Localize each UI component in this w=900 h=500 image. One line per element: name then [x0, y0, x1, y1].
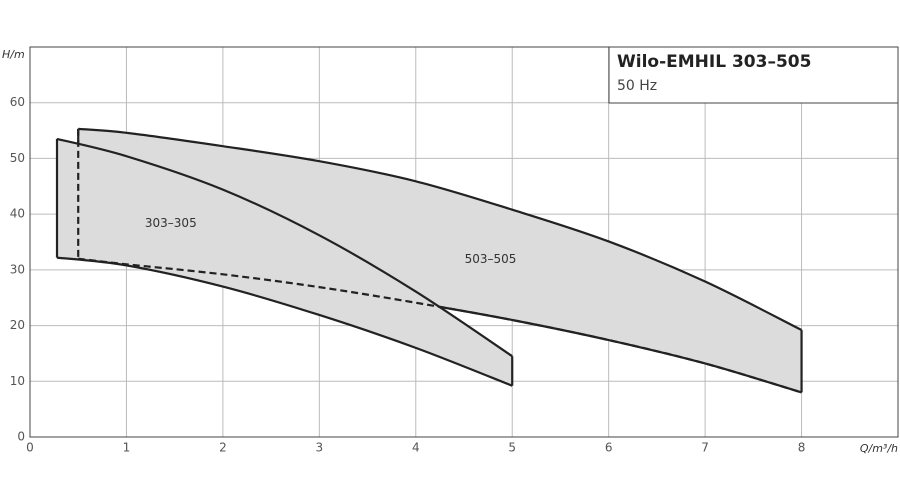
- y-axis-label: H/m: [2, 48, 25, 61]
- x-tick-label: 0: [26, 441, 34, 455]
- upper-curve: [78, 127, 803, 332]
- chart-subtitle: 50 Hz: [617, 78, 657, 94]
- y-tick-label: 0: [17, 430, 25, 444]
- lower-curve-solid: [78, 257, 802, 394]
- x-tick-label: 6: [605, 441, 613, 455]
- x-tick-label: 2: [219, 441, 227, 455]
- y-tick-label: 20: [10, 318, 25, 332]
- x-tick-label: 1: [123, 441, 131, 455]
- range-fill: [78, 128, 802, 393]
- x-tick-label: 7: [701, 441, 709, 455]
- x-tick-label: 4: [412, 441, 420, 455]
- series-label: 503–505: [465, 252, 517, 266]
- upper-curve: [56, 137, 513, 358]
- x-axis-label: Q/m³/h: [860, 442, 898, 455]
- y-tick-label: 50: [10, 151, 25, 165]
- x-tick-label: 8: [798, 441, 806, 455]
- title-box: [608, 46, 899, 104]
- y-tick-label: 60: [10, 95, 25, 109]
- range-fill: [57, 138, 513, 386]
- chart-title: Wilo‑EMHIL 303–505: [617, 52, 811, 72]
- y-tick-label: 40: [10, 207, 25, 221]
- areas: [55, 127, 803, 394]
- series-label: 303–305: [145, 216, 197, 230]
- lower-curve: [56, 256, 513, 387]
- x-tick-label: 3: [316, 441, 324, 455]
- y-tick-label: 10: [10, 374, 25, 388]
- x-tick-label: 5: [508, 441, 516, 455]
- y-tick-label: 30: [10, 262, 25, 276]
- plot-frame: [29, 46, 899, 438]
